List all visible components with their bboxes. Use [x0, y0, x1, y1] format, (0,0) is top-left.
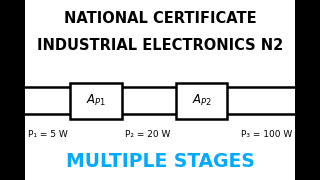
Bar [25, 0, 295, 180]
Bar [176, 83, 227, 119]
Text: $A_{P2}$: $A_{P2}$ [192, 93, 212, 108]
Text: MULTIPLE STAGES: MULTIPLE STAGES [66, 152, 254, 171]
Text: P₂ = 20 W: P₂ = 20 W [124, 130, 170, 139]
Text: NATIONAL CERTIFICATE: NATIONAL CERTIFICATE [64, 11, 256, 26]
Text: $A_{P1}$: $A_{P1}$ [86, 93, 106, 108]
Text: INDUSTRIAL ELECTRONICS N2: INDUSTRIAL ELECTRONICS N2 [37, 37, 283, 53]
Bar [70, 83, 122, 119]
Text: P₁ = 5 W: P₁ = 5 W [28, 130, 68, 139]
Text: P₃ = 100 W: P₃ = 100 W [241, 130, 292, 139]
